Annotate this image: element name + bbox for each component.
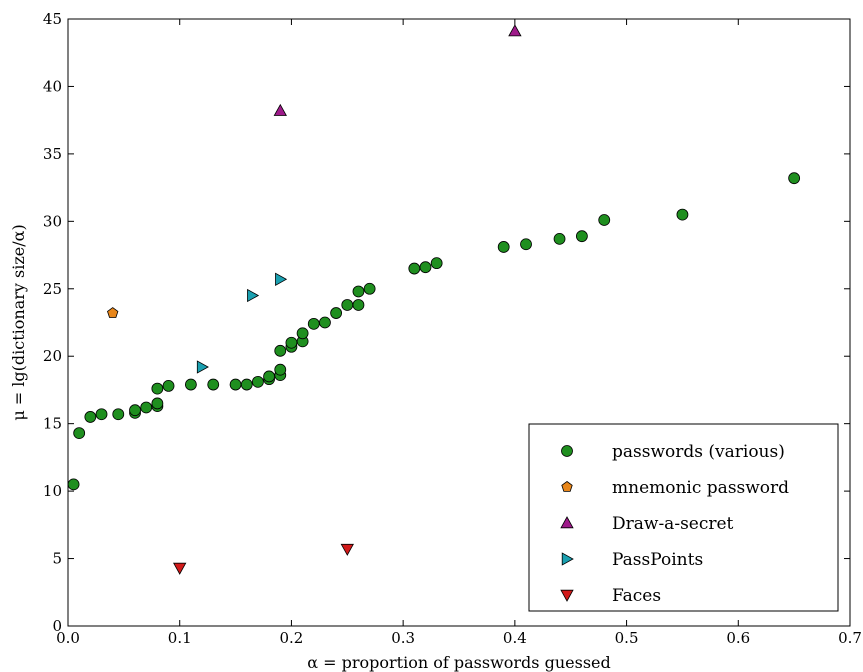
data-point-circle xyxy=(307,317,320,330)
data-point-circle xyxy=(95,408,108,421)
data-point-circle xyxy=(575,230,588,243)
data-point-circle xyxy=(430,257,443,270)
data-point-circle xyxy=(84,411,97,423)
data-point-circle xyxy=(162,379,175,392)
data-point-circle xyxy=(676,208,689,221)
legend: passwords (various) mnemonic password Draw… xyxy=(528,423,839,612)
x-tick-label: 0.0 xyxy=(56,629,80,647)
x-tick-label: 0.6 xyxy=(726,629,750,647)
data-point-circle xyxy=(112,408,125,421)
data-point-triangle-down xyxy=(340,543,354,556)
y-tick-label: 10 xyxy=(43,482,62,500)
legend-marker-circle xyxy=(561,445,573,457)
data-marks xyxy=(67,24,801,575)
data-point-circle xyxy=(252,375,264,388)
legend-label: mnemonic password xyxy=(612,478,789,498)
x-tick-label: 0.3 xyxy=(391,629,415,647)
data-point-circle xyxy=(240,378,253,391)
y-axis-label: μ = lg(dictionary size/α) xyxy=(9,224,28,420)
y-tick-label: 0 xyxy=(52,617,62,635)
legend-marker-triangle-right xyxy=(561,552,574,566)
legend-box xyxy=(528,423,839,612)
data-point-triangle-down xyxy=(173,562,187,575)
data-point-circle xyxy=(352,285,365,298)
data-point-circle xyxy=(352,299,365,311)
data-point-circle xyxy=(129,404,141,417)
legend-label: passwords (various) xyxy=(612,442,785,462)
data-point-circle xyxy=(140,401,153,414)
data-point-circle xyxy=(497,241,510,253)
y-tick-label: 5 xyxy=(52,550,62,568)
y-tick-label: 30 xyxy=(43,212,62,230)
data-point-triangle-right xyxy=(247,288,260,303)
data-point-circle xyxy=(67,478,80,491)
data-point-circle xyxy=(520,238,532,251)
data-point-circle xyxy=(341,299,354,311)
x-tick-label: 0.1 xyxy=(168,629,192,647)
y-tick-label: 15 xyxy=(43,415,62,433)
plot-frame xyxy=(67,18,851,627)
data-point-circle xyxy=(330,307,343,319)
legend-label: Faces xyxy=(612,586,661,606)
data-point-pentagon xyxy=(107,307,119,318)
legend-marker-triangle-up xyxy=(560,516,574,529)
data-point-circle xyxy=(207,378,220,391)
legend-label: Draw-a-secret xyxy=(612,514,734,534)
legend-label: PassPoints xyxy=(612,550,703,570)
data-point-circle xyxy=(296,327,309,340)
legend-marker-pentagon xyxy=(561,481,573,492)
data-point-circle xyxy=(319,316,331,329)
y-tick-label: 35 xyxy=(43,145,62,163)
data-point-circle xyxy=(73,427,86,440)
data-point-circle xyxy=(151,382,164,395)
data-point-circle xyxy=(184,378,197,391)
data-point-circle xyxy=(151,397,164,410)
data-point-circle xyxy=(274,344,287,357)
data-point-triangle-up xyxy=(508,24,522,37)
data-point-circle xyxy=(788,172,801,185)
x-axis-label: α = proportion of passwords guessed xyxy=(307,653,611,672)
data-point-triangle-right xyxy=(275,272,288,286)
data-point-triangle-up xyxy=(273,103,287,116)
data-point-circle xyxy=(274,363,287,376)
y-tick-label: 20 xyxy=(43,347,62,365)
x-tick-label: 0.4 xyxy=(503,629,527,647)
x-tick-label: 0.7 xyxy=(838,629,862,647)
data-point-circle xyxy=(229,378,242,391)
axis-ticks: 0.0 0.1 0.2 0.3 0.4 0.5 0.6 0.7 0 5 10 15 20 25 30 35 40… xyxy=(43,10,862,647)
data-point-triangle-right xyxy=(196,360,209,374)
data-point-circle xyxy=(419,261,432,274)
data-point-circle xyxy=(263,370,275,383)
x-tick-label: 0.2 xyxy=(279,629,303,647)
data-point-circle xyxy=(553,232,566,245)
data-point-circle xyxy=(598,214,611,226)
y-tick-label: 25 xyxy=(43,280,62,298)
data-point-circle xyxy=(285,336,298,349)
x-tick-label: 0.5 xyxy=(615,629,639,647)
legend-marker-triangle-down xyxy=(560,589,574,602)
y-tick-label: 45 xyxy=(43,10,62,28)
data-point-circle xyxy=(408,262,421,275)
data-point-circle xyxy=(363,282,376,295)
y-tick-label: 40 xyxy=(43,77,62,95)
